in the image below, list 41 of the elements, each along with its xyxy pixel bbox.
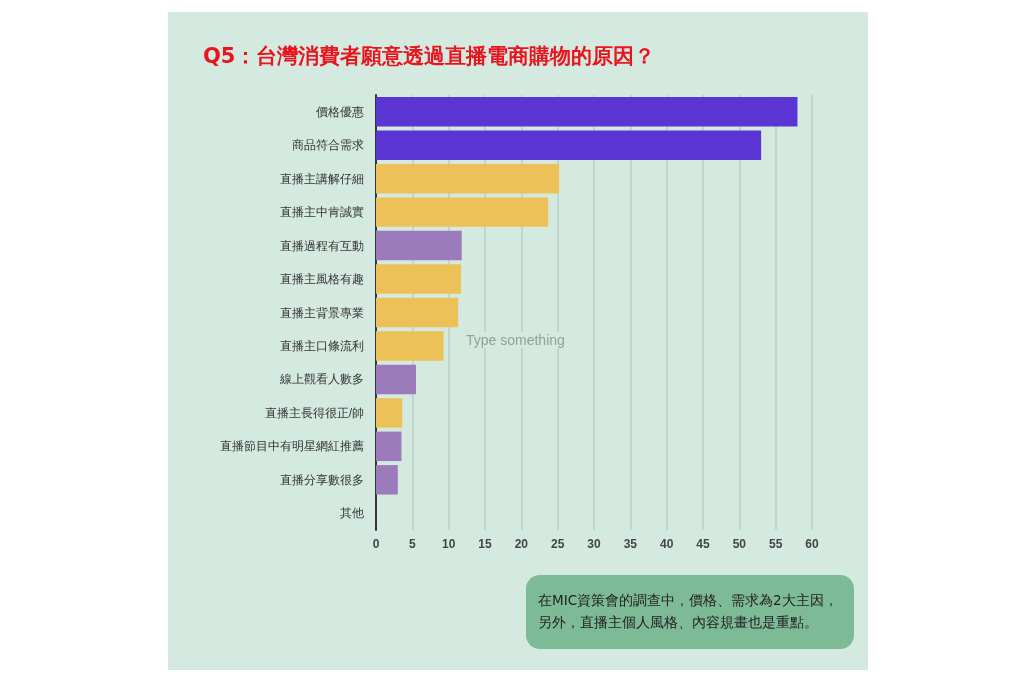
text: 在MIC資策會的調查中，價格、需求為2大主因，另外，直播主個人風格、內容規畫也是重點。: [526, 575, 854, 649]
x-tick-label: 35: [623, 537, 638, 551]
x-tick-label: 30: [587, 537, 601, 551]
bar: [376, 431, 402, 462]
bar: [376, 97, 798, 127]
y-tick-label: 商品符合需求: [292, 138, 364, 153]
bar: [376, 163, 560, 194]
y-tick-label: 直播主長得很正/帥: [264, 405, 364, 420]
y-tick-label: 直播分享數很多: [280, 472, 364, 487]
x-tick-label: 10: [441, 537, 456, 551]
bar: [376, 331, 444, 361]
bar: [376, 297, 459, 328]
bar: [376, 264, 462, 294]
x-tick-label: 0: [372, 537, 380, 551]
bar: [376, 230, 462, 261]
annotation: Type something: [464, 332, 567, 348]
x-tick-label: 45: [696, 537, 710, 551]
chart-title: Q5：台灣消費者願意透過直播電商購物的原因？: [203, 43, 656, 68]
bar: [376, 364, 416, 395]
y-tick-label: 直播過程有互動: [280, 238, 364, 253]
bar: [376, 398, 403, 428]
y-tick-label: 直播主風格有趣: [280, 272, 364, 287]
x-tick-label: 60: [805, 537, 819, 551]
x-tick-label: 20: [514, 537, 529, 551]
y-tick-label: 價格優惠: [316, 104, 364, 119]
y-tick-label: 直播主講解仔細: [280, 171, 364, 186]
bar: [376, 130, 762, 160]
bar: [376, 197, 549, 227]
y-tick-label: 直播主背景專業: [280, 305, 364, 320]
bar: [376, 465, 398, 495]
x-tick-label: 5: [408, 537, 416, 551]
x-tick-label: 25: [550, 537, 565, 551]
y-tick-label: 其他: [340, 506, 364, 521]
x-tick-label: 50: [732, 537, 747, 551]
y-tick-label: 直播主口條流利: [280, 338, 364, 353]
x-tick-label: 15: [478, 537, 492, 551]
y-tick-label: 線上觀看人數多: [279, 372, 364, 387]
y-tick-label: 直播節目中有明星網紅推薦: [220, 439, 364, 454]
y-tick-label: 直播主中肯誠實: [280, 205, 364, 220]
x-tick-label: 40: [659, 537, 674, 551]
x-tick-label: 55: [768, 537, 783, 551]
